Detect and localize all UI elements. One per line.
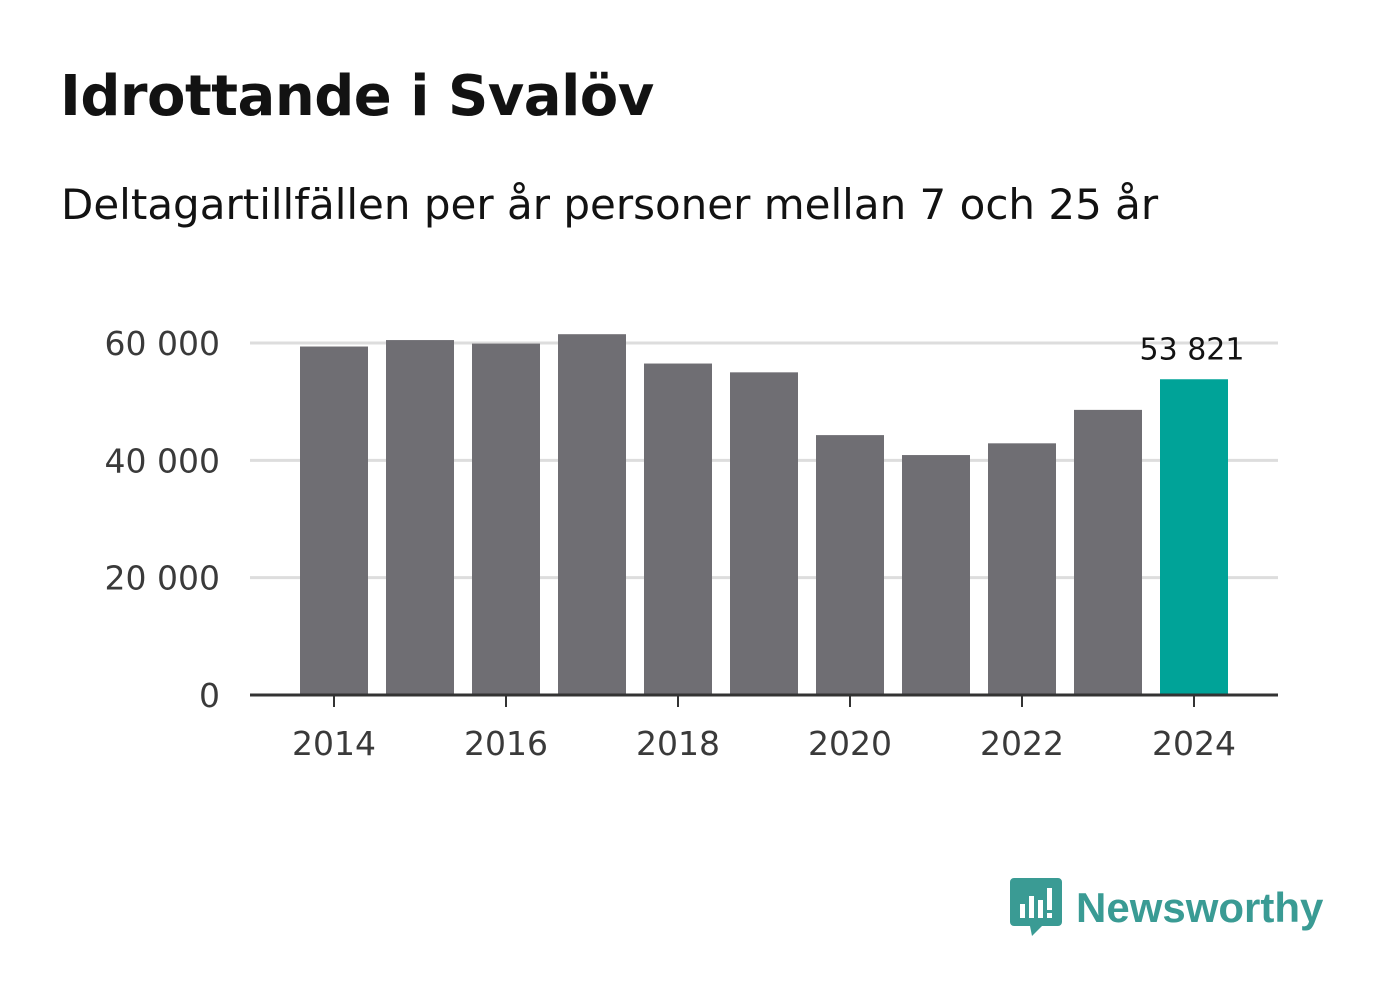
- bar-2015: [386, 340, 454, 695]
- x-tick-label: 2020: [808, 724, 892, 763]
- bar-2014: [300, 346, 368, 695]
- bar-2016: [472, 343, 540, 695]
- bar-2023: [1074, 409, 1142, 695]
- bar-2020: [816, 435, 884, 695]
- newsworthy-bar-chart-icon: [1010, 878, 1062, 936]
- brand-name: Newsworthy: [1076, 884, 1324, 931]
- x-tick-label: 2014: [292, 724, 376, 763]
- bar-2018: [644, 363, 712, 695]
- bar-2022: [988, 443, 1056, 695]
- value-label-2024: 53 821: [1140, 332, 1245, 367]
- x-tick-label: 2016: [464, 724, 548, 763]
- chart-title: Idrottande i Svalöv: [60, 64, 654, 129]
- brand-logo: Newsworthy: [1010, 878, 1323, 938]
- y-tick-label: 0: [199, 676, 220, 715]
- x-tick-label: 2018: [636, 724, 720, 763]
- y-tick-label: 60 000: [105, 324, 220, 363]
- bars: [300, 334, 1228, 695]
- axes: [250, 693, 1278, 707]
- bar-2024: [1160, 379, 1228, 695]
- x-tick-label: 2022: [980, 724, 1064, 763]
- y-tick-label: 40 000: [105, 441, 220, 480]
- y-tick-label: 20 000: [105, 559, 220, 598]
- bar-2019: [730, 372, 798, 695]
- bar-2021: [902, 455, 970, 695]
- bar-2017: [558, 334, 626, 695]
- chart-subtitle: Deltagartillfällen per år personer mella…: [61, 180, 1159, 229]
- labels: 0 20 000 40 000 60 000 2014 2016 2018 2020 2022 2…: [105, 324, 1245, 763]
- x-tick-label: 2024: [1152, 724, 1236, 763]
